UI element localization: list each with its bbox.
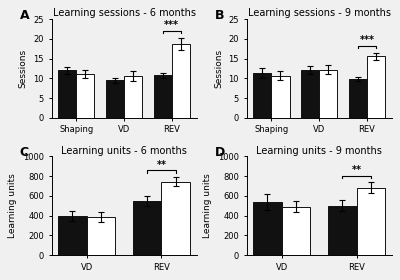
Bar (349, 79, 367, 118)
Y-axis label: Sessions: Sessions (19, 49, 28, 88)
Bar (253, 202, 282, 255)
Text: C: C (20, 146, 29, 160)
Title: Learning units - 6 months: Learning units - 6 months (61, 146, 187, 156)
Text: B: B (215, 9, 224, 22)
Bar (357, 188, 385, 255)
Title: Learning units - 9 months: Learning units - 9 months (256, 146, 382, 156)
Bar (272, 76, 290, 118)
Bar (282, 207, 310, 255)
Title: Learning sessions - 6 months: Learning sessions - 6 months (52, 8, 196, 18)
Text: ***: *** (360, 35, 374, 45)
Text: **: ** (352, 165, 362, 175)
Title: Learning sessions - 9 months: Learning sessions - 9 months (248, 8, 391, 18)
Text: D: D (215, 146, 225, 160)
Y-axis label: Learning units: Learning units (8, 173, 17, 238)
Bar (106, 80, 124, 118)
Text: A: A (20, 9, 29, 22)
Bar (172, 44, 190, 118)
Bar (162, 181, 190, 255)
Bar (76, 74, 94, 118)
Bar (253, 73, 272, 118)
Bar (367, 56, 385, 118)
Bar (58, 71, 76, 118)
Bar (319, 70, 337, 118)
Text: **: ** (156, 160, 166, 170)
Text: ***: *** (164, 20, 179, 30)
Bar (58, 216, 86, 255)
Bar (124, 76, 142, 118)
Y-axis label: Sessions: Sessions (214, 49, 223, 88)
Y-axis label: Learning units: Learning units (204, 173, 212, 238)
Bar (328, 206, 357, 255)
Bar (86, 217, 115, 255)
Bar (154, 75, 172, 118)
Bar (301, 70, 319, 118)
Bar (133, 201, 162, 255)
